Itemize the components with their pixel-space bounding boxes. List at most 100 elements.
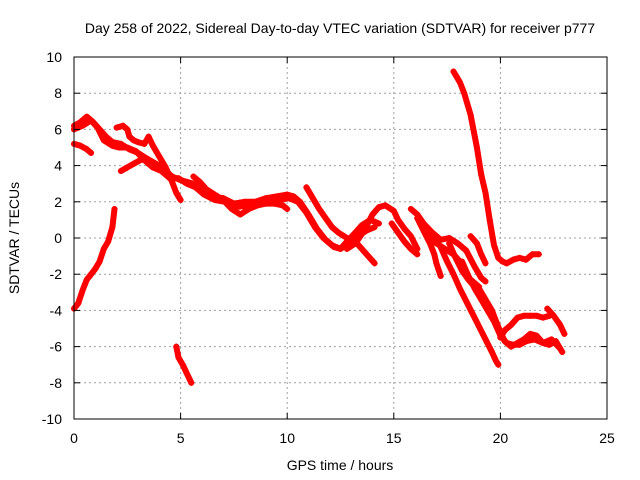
- data-point: [109, 224, 116, 231]
- data-point: [493, 358, 500, 365]
- data-point: [473, 240, 480, 247]
- data-point: [482, 189, 489, 196]
- data-point: [414, 215, 421, 222]
- data-point: [88, 271, 95, 278]
- data-point: [559, 349, 566, 356]
- x-tick-label: 10: [279, 430, 295, 446]
- series-arc-18: [544, 305, 568, 337]
- data-point: [111, 206, 118, 213]
- data-point: [149, 158, 156, 165]
- data-point: [450, 271, 457, 278]
- data-point: [143, 155, 150, 162]
- data-point: [100, 245, 107, 252]
- data-point: [201, 191, 208, 198]
- series-line: [467, 233, 489, 267]
- data-point: [92, 265, 99, 272]
- y-tick-label: 10: [46, 49, 62, 65]
- data-point: [175, 175, 182, 182]
- data-point: [137, 157, 144, 164]
- data-point: [96, 258, 103, 265]
- data-point: [456, 285, 463, 292]
- data-point: [395, 229, 402, 236]
- data-point: [527, 330, 534, 337]
- data-point: [371, 260, 378, 267]
- data-point: [79, 122, 86, 129]
- data-point: [401, 238, 408, 245]
- data-point: [124, 164, 131, 171]
- data-point: [156, 153, 163, 160]
- series-arc-3: [71, 140, 95, 156]
- data-point: [527, 312, 534, 319]
- data-point: [126, 133, 133, 140]
- data-point: [335, 229, 342, 236]
- x-axis-title: GPS time / hours: [287, 457, 394, 473]
- data-point: [510, 256, 517, 263]
- data-point: [77, 142, 84, 149]
- data-point: [497, 334, 504, 341]
- data-point: [514, 314, 521, 321]
- data-point: [546, 341, 553, 348]
- data-point: [83, 113, 90, 120]
- data-point: [254, 202, 261, 209]
- data-point: [552, 338, 559, 345]
- data-point: [467, 111, 474, 118]
- series-arc-16: [476, 285, 566, 356]
- data-point: [437, 273, 444, 280]
- data-point: [175, 354, 182, 361]
- data-point: [130, 160, 137, 167]
- data-point: [192, 184, 199, 191]
- y-tick-label: 8: [54, 85, 62, 101]
- data-point: [401, 225, 408, 232]
- data-point: [482, 296, 489, 303]
- data-point: [503, 260, 510, 267]
- data-point: [316, 206, 323, 213]
- data-point: [433, 240, 440, 247]
- data-point: [495, 361, 502, 368]
- y-tick-label: -2: [50, 266, 63, 282]
- data-point: [284, 206, 291, 213]
- series-arc-19: [450, 68, 542, 267]
- data-point: [179, 361, 186, 368]
- data-point: [286, 195, 293, 202]
- data-point: [463, 247, 470, 254]
- series-arc-13: [437, 244, 502, 368]
- data-point: [358, 245, 365, 252]
- data-point: [544, 305, 551, 312]
- data-point: [124, 126, 131, 133]
- y-tick-label: 4: [54, 158, 62, 174]
- data-point: [294, 198, 301, 205]
- y-tick-labels: -10 -8 -6 -4 -2 0 2 4 6 8 10: [42, 49, 62, 427]
- data-point: [478, 171, 485, 178]
- data-point: [75, 300, 82, 307]
- y-tick-label: 0: [54, 230, 62, 246]
- data-point: [529, 251, 536, 258]
- data-point: [459, 258, 466, 265]
- data-point: [533, 312, 540, 319]
- data-point: [437, 236, 444, 243]
- data-point: [478, 274, 485, 281]
- data-point: [473, 144, 480, 151]
- data-point: [471, 263, 478, 270]
- data-point: [561, 330, 568, 337]
- data-point: [522, 256, 529, 263]
- data-point: [188, 379, 195, 386]
- data-point: [486, 216, 493, 223]
- data-point: [183, 370, 190, 377]
- data-point: [516, 254, 523, 261]
- data-point: [162, 164, 169, 171]
- data-point: [303, 209, 310, 216]
- data-point: [476, 285, 483, 292]
- data-point: [390, 207, 397, 214]
- data-point: [173, 343, 180, 350]
- data-point: [508, 343, 515, 350]
- y-tick-label: -4: [50, 302, 63, 318]
- data-point: [309, 195, 316, 202]
- y-tick-label: 2: [54, 194, 62, 210]
- data-point: [83, 276, 90, 283]
- data-point: [467, 233, 474, 240]
- data-point: [463, 298, 470, 305]
- data-point: [100, 137, 107, 144]
- x-tick-label: 0: [70, 430, 78, 446]
